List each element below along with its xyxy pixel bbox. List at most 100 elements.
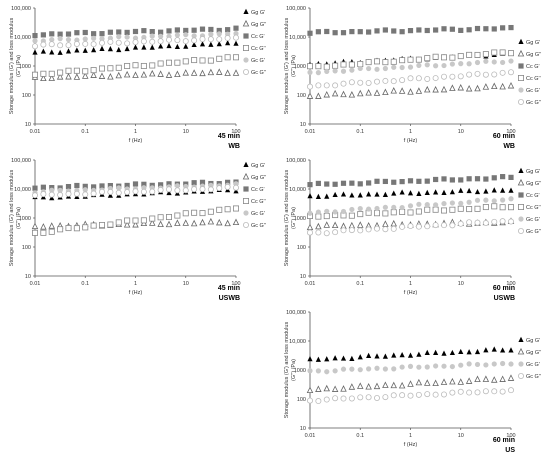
data-point — [399, 352, 405, 358]
data-point — [31, 222, 39, 230]
data-point — [491, 187, 497, 193]
data-point — [373, 225, 380, 232]
data-point — [99, 31, 105, 37]
legend-marker — [518, 336, 524, 342]
data-point — [449, 206, 456, 213]
data-point — [40, 229, 47, 236]
data-point — [332, 62, 339, 69]
data-point — [57, 191, 64, 198]
data-point — [232, 34, 239, 41]
data-point — [199, 218, 206, 226]
data-point — [433, 349, 439, 355]
data-point — [315, 193, 321, 199]
data-point — [40, 74, 47, 82]
data-point — [407, 178, 414, 184]
data-point — [107, 65, 114, 72]
data-point — [124, 62, 131, 69]
data-point — [391, 204, 397, 211]
data-point — [32, 71, 39, 78]
data-point — [90, 41, 97, 48]
data-point — [407, 75, 414, 82]
data-point — [466, 71, 473, 78]
data-point — [357, 211, 364, 218]
data-point — [399, 29, 405, 35]
data-point — [48, 70, 55, 77]
data-point — [432, 85, 439, 93]
data-point — [374, 178, 380, 184]
x-tick-label: 1 — [134, 129, 137, 135]
data-point — [191, 41, 197, 47]
data-point — [225, 27, 231, 33]
data-point — [82, 68, 89, 75]
data-point — [232, 184, 239, 191]
data-point — [441, 62, 447, 69]
data-point — [474, 348, 481, 355]
data-point — [433, 189, 439, 195]
data-point — [174, 183, 180, 189]
data-point — [508, 347, 514, 353]
data-point — [99, 36, 105, 42]
data-point — [407, 209, 414, 216]
data-point — [474, 84, 481, 92]
data-point — [57, 69, 64, 76]
data-point — [348, 227, 355, 234]
data-point — [390, 225, 397, 232]
data-point — [149, 69, 156, 77]
data-point — [458, 177, 464, 183]
data-point — [141, 28, 147, 34]
data-point — [357, 89, 364, 97]
data-point — [483, 58, 489, 64]
data-point — [91, 47, 97, 53]
y-axis-label-line-2: (G'') (Pa) — [291, 207, 297, 229]
data-point — [315, 209, 321, 215]
legend-marker — [242, 69, 249, 76]
data-point — [474, 375, 481, 383]
y-tick-label: 10,000 — [289, 35, 306, 41]
x-tick-label: 0.01 — [30, 281, 41, 287]
data-point — [340, 385, 347, 392]
data-point — [132, 181, 139, 187]
legend-marker — [517, 347, 525, 355]
data-point — [307, 210, 313, 216]
data-point — [365, 226, 372, 233]
data-point — [166, 42, 172, 49]
data-point — [306, 92, 314, 99]
data-point — [440, 73, 447, 80]
data-point — [132, 39, 139, 46]
y-tick-label: 1000 — [294, 64, 306, 70]
data-point — [440, 54, 447, 61]
data-point — [365, 89, 372, 96]
data-point — [340, 61, 347, 68]
data-point — [216, 206, 223, 213]
data-point — [373, 382, 381, 390]
data-point — [315, 70, 321, 76]
data-point — [116, 29, 122, 35]
data-point — [483, 188, 489, 194]
data-point — [357, 354, 363, 360]
data-point — [115, 64, 122, 71]
data-point — [149, 188, 156, 195]
data-point — [508, 187, 514, 193]
data-point — [424, 379, 431, 386]
data-point — [157, 220, 164, 228]
data-point — [424, 364, 430, 370]
x-tick-label: 0.1 — [356, 281, 364, 287]
legend-label: Gg G' — [251, 163, 265, 169]
data-point — [340, 80, 347, 87]
data-point — [232, 205, 239, 212]
data-point — [390, 78, 397, 85]
data-point — [191, 33, 197, 39]
data-point — [191, 27, 197, 33]
series-ccg — [306, 203, 514, 220]
data-point — [433, 27, 439, 33]
data-point — [323, 384, 330, 392]
data-point — [225, 40, 231, 46]
data-point — [182, 69, 189, 76]
data-point — [65, 190, 72, 197]
data-point — [407, 190, 414, 196]
data-point — [40, 48, 46, 54]
data-point — [99, 45, 105, 51]
y-axis-label: Storage modulus (G') and loss modulus(G'… — [284, 322, 297, 419]
data-point — [340, 180, 347, 186]
data-point — [382, 178, 388, 185]
